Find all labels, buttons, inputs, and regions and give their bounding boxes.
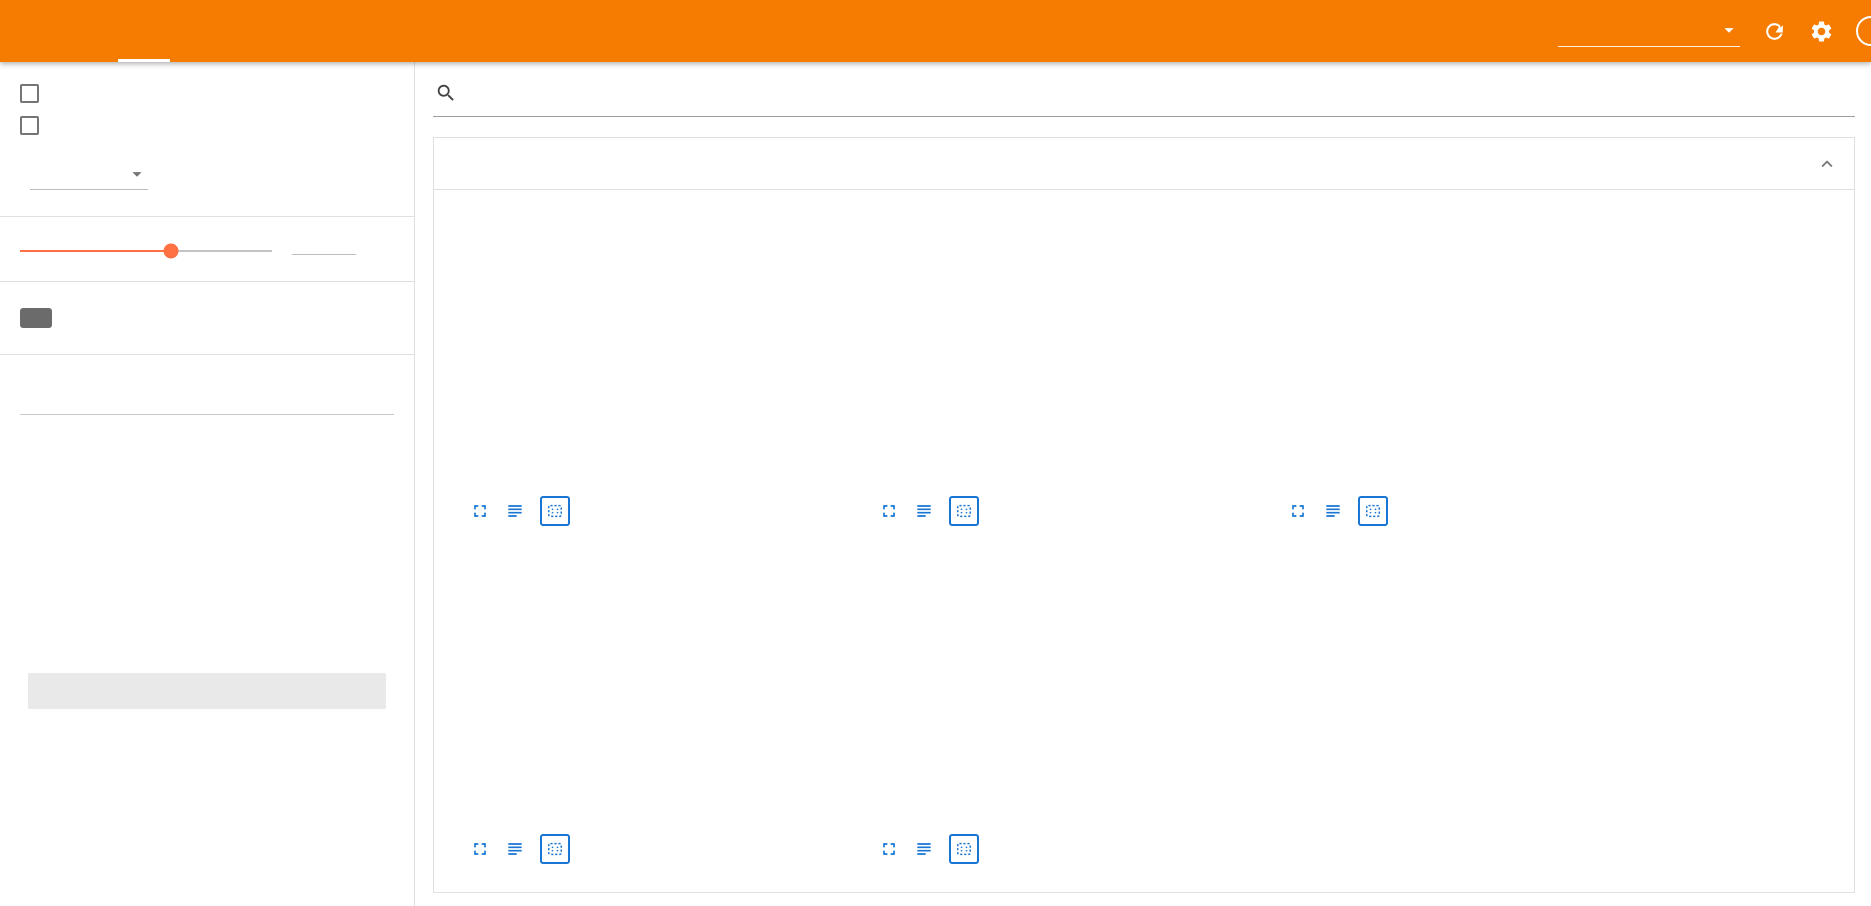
axis-step-button[interactable]: [20, 308, 52, 328]
chart-grid: [434, 190, 1854, 892]
chart-card: [458, 208, 867, 526]
status-dropdown[interactable]: [1558, 16, 1740, 47]
chart-card: [1276, 208, 1685, 526]
divider: [0, 281, 414, 282]
tab-hparams[interactable]: [170, 0, 222, 62]
expand-chart-icon[interactable]: [879, 839, 899, 859]
expand-chart-icon[interactable]: [470, 839, 490, 859]
chevron-down-icon: [1718, 19, 1740, 41]
pin-chart-icon[interactable]: [949, 834, 979, 864]
chart-menu-icon[interactable]: [914, 501, 934, 521]
tag-filter-input[interactable]: [469, 84, 1853, 102]
ignore-outliers-checkbox[interactable]: [20, 116, 39, 135]
pin-chart-icon[interactable]: [540, 496, 570, 526]
expand-chart-icon[interactable]: [470, 501, 490, 521]
smoothing-value-input[interactable]: [292, 247, 356, 255]
chart-card: [867, 208, 1276, 526]
show-download-checkbox[interactable]: [20, 84, 39, 103]
axis-relative-button[interactable]: [58, 308, 90, 328]
show-download-row[interactable]: [20, 84, 394, 103]
tag-group-card: [433, 137, 1855, 893]
sidebar: [0, 62, 415, 906]
chart-card: [458, 546, 867, 864]
chart-actions: [879, 496, 1276, 526]
chart-card: [867, 546, 1276, 864]
axis-wall-button[interactable]: [96, 308, 128, 328]
toggle-all-runs-button[interactable]: [28, 673, 386, 709]
tag-group-meta: [1812, 153, 1838, 175]
search-icon: [435, 82, 457, 104]
tooltip-sorting-row: [20, 161, 394, 190]
app-header: [0, 0, 1871, 62]
divider: [0, 216, 414, 217]
expand-chart-icon[interactable]: [879, 501, 899, 521]
divider: [0, 354, 414, 355]
line-chart[interactable]: [867, 552, 1269, 832]
expand-chart-icon[interactable]: [1288, 501, 1308, 521]
ignore-outliers-row[interactable]: [20, 116, 394, 135]
main-content: [415, 62, 1871, 906]
smoothing-slider-handle[interactable]: [163, 243, 179, 259]
tag-filter-row: [433, 74, 1855, 117]
pin-chart-icon[interactable]: [1358, 496, 1388, 526]
smoothing-slider[interactable]: [20, 243, 272, 259]
run-list: [20, 419, 394, 667]
tab-scalars[interactable]: [118, 0, 170, 62]
chevron-down-icon: [126, 163, 148, 185]
chart-menu-icon[interactable]: [914, 839, 934, 859]
pin-chart-icon[interactable]: [540, 834, 570, 864]
line-chart[interactable]: [458, 214, 860, 494]
tag-group-header[interactable]: [434, 138, 1854, 190]
settings-gear-icon[interactable]: [1809, 19, 1834, 44]
collapse-section-icon[interactable]: [1816, 153, 1838, 175]
tooltip-sorting-select[interactable]: [30, 161, 148, 190]
chart-actions: [470, 496, 867, 526]
chart-actions: [470, 834, 867, 864]
horizontal-axis-buttons: [20, 308, 394, 328]
smoothing-row: [20, 243, 394, 259]
runs-filter-input[interactable]: [20, 381, 394, 415]
line-chart[interactable]: [867, 214, 1269, 494]
header-controls: [1558, 0, 1871, 62]
line-chart[interactable]: [458, 552, 860, 832]
refresh-icon[interactable]: [1762, 19, 1787, 44]
pin-chart-icon[interactable]: [949, 496, 979, 526]
chart-actions: [879, 834, 1276, 864]
tab-bar: [118, 0, 222, 62]
help-icon[interactable]: [1856, 16, 1871, 46]
chart-menu-icon[interactable]: [1323, 501, 1343, 521]
line-chart[interactable]: [1276, 214, 1678, 494]
chart-menu-icon[interactable]: [505, 839, 525, 859]
smoothing-slider-fill: [20, 250, 172, 252]
chart-menu-icon[interactable]: [505, 501, 525, 521]
chart-actions: [1288, 496, 1685, 526]
